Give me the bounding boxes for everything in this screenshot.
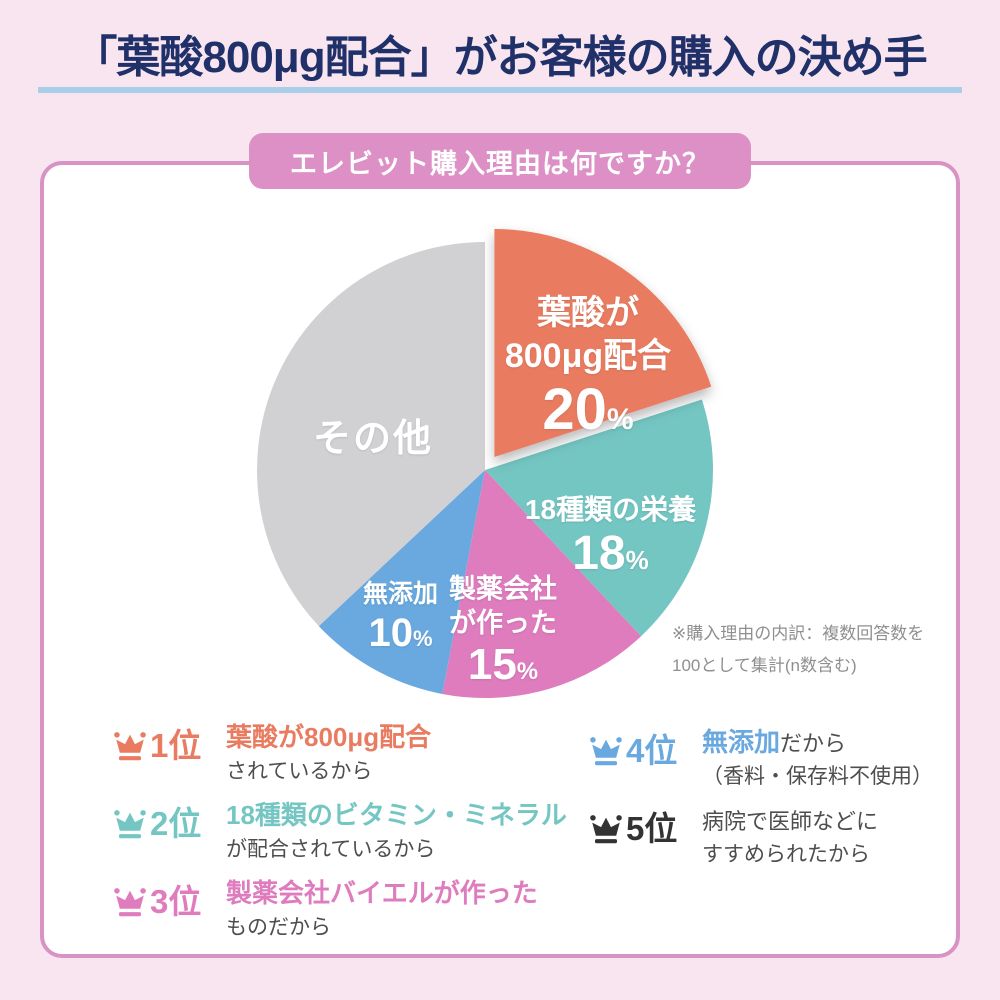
- pie-chart-svg: [256, 229, 713, 698]
- pie-slice-2: [442, 470, 642, 698]
- crown-icon: [590, 814, 622, 843]
- crown-icon: [114, 887, 146, 916]
- question-badge: エレビット購入理由は何ですか？: [249, 133, 751, 189]
- rank-2-description: 18種類のビタミン・ミネラル が配合されているから: [226, 800, 567, 861]
- rank-2-label: 2位: [112, 806, 216, 842]
- rank-5-description: 病院で医師などに すすめられたから: [702, 809, 879, 866]
- pie-slice-4: [256, 242, 485, 627]
- rank-4-label: 4位: [588, 733, 692, 769]
- chart-note: ※購入理由の内訳：複数回答数を 100として集計(n数含む): [672, 624, 925, 675]
- pie-slice-0: [494, 229, 712, 458]
- ranking-item-4: 4位 無添加だから （香料・保存料不使用）: [588, 725, 933, 792]
- rank-3-description: 製薬会社バイエルが作った ものだから: [226, 878, 538, 939]
- rank-5-label: 5位: [588, 811, 692, 847]
- pie-slice-3: [318, 470, 485, 694]
- rank-1-label: 1位: [112, 728, 216, 764]
- ranking-item-1: 1位 葉酸が800μg配合 されているから: [112, 720, 431, 787]
- pie-slice-1: [485, 399, 713, 637]
- rank-3-label: 3位: [112, 884, 216, 920]
- rank-4-description: 無添加だから （香料・保存料不使用）: [702, 727, 933, 788]
- title-underline: [38, 87, 962, 93]
- crown-icon: [114, 731, 146, 760]
- ranking-item-5: 5位 病院で医師などに すすめられたから: [588, 803, 878, 870]
- question-badge-label: エレビット購入理由は何ですか？: [290, 148, 710, 179]
- ranking-item-2: 2位 18種類のビタミン・ミネラル が配合されているから: [112, 798, 567, 865]
- page-title: 「葉酸800μg配合」がお客様の購入の決め手: [73, 33, 927, 82]
- crown-icon: [114, 809, 146, 838]
- crown-icon: [590, 736, 622, 765]
- rank-1-description: 葉酸が800μg配合 されているから: [226, 722, 432, 783]
- ranking-item-3: 3位 製薬会社バイエルが作った ものだから: [112, 876, 538, 943]
